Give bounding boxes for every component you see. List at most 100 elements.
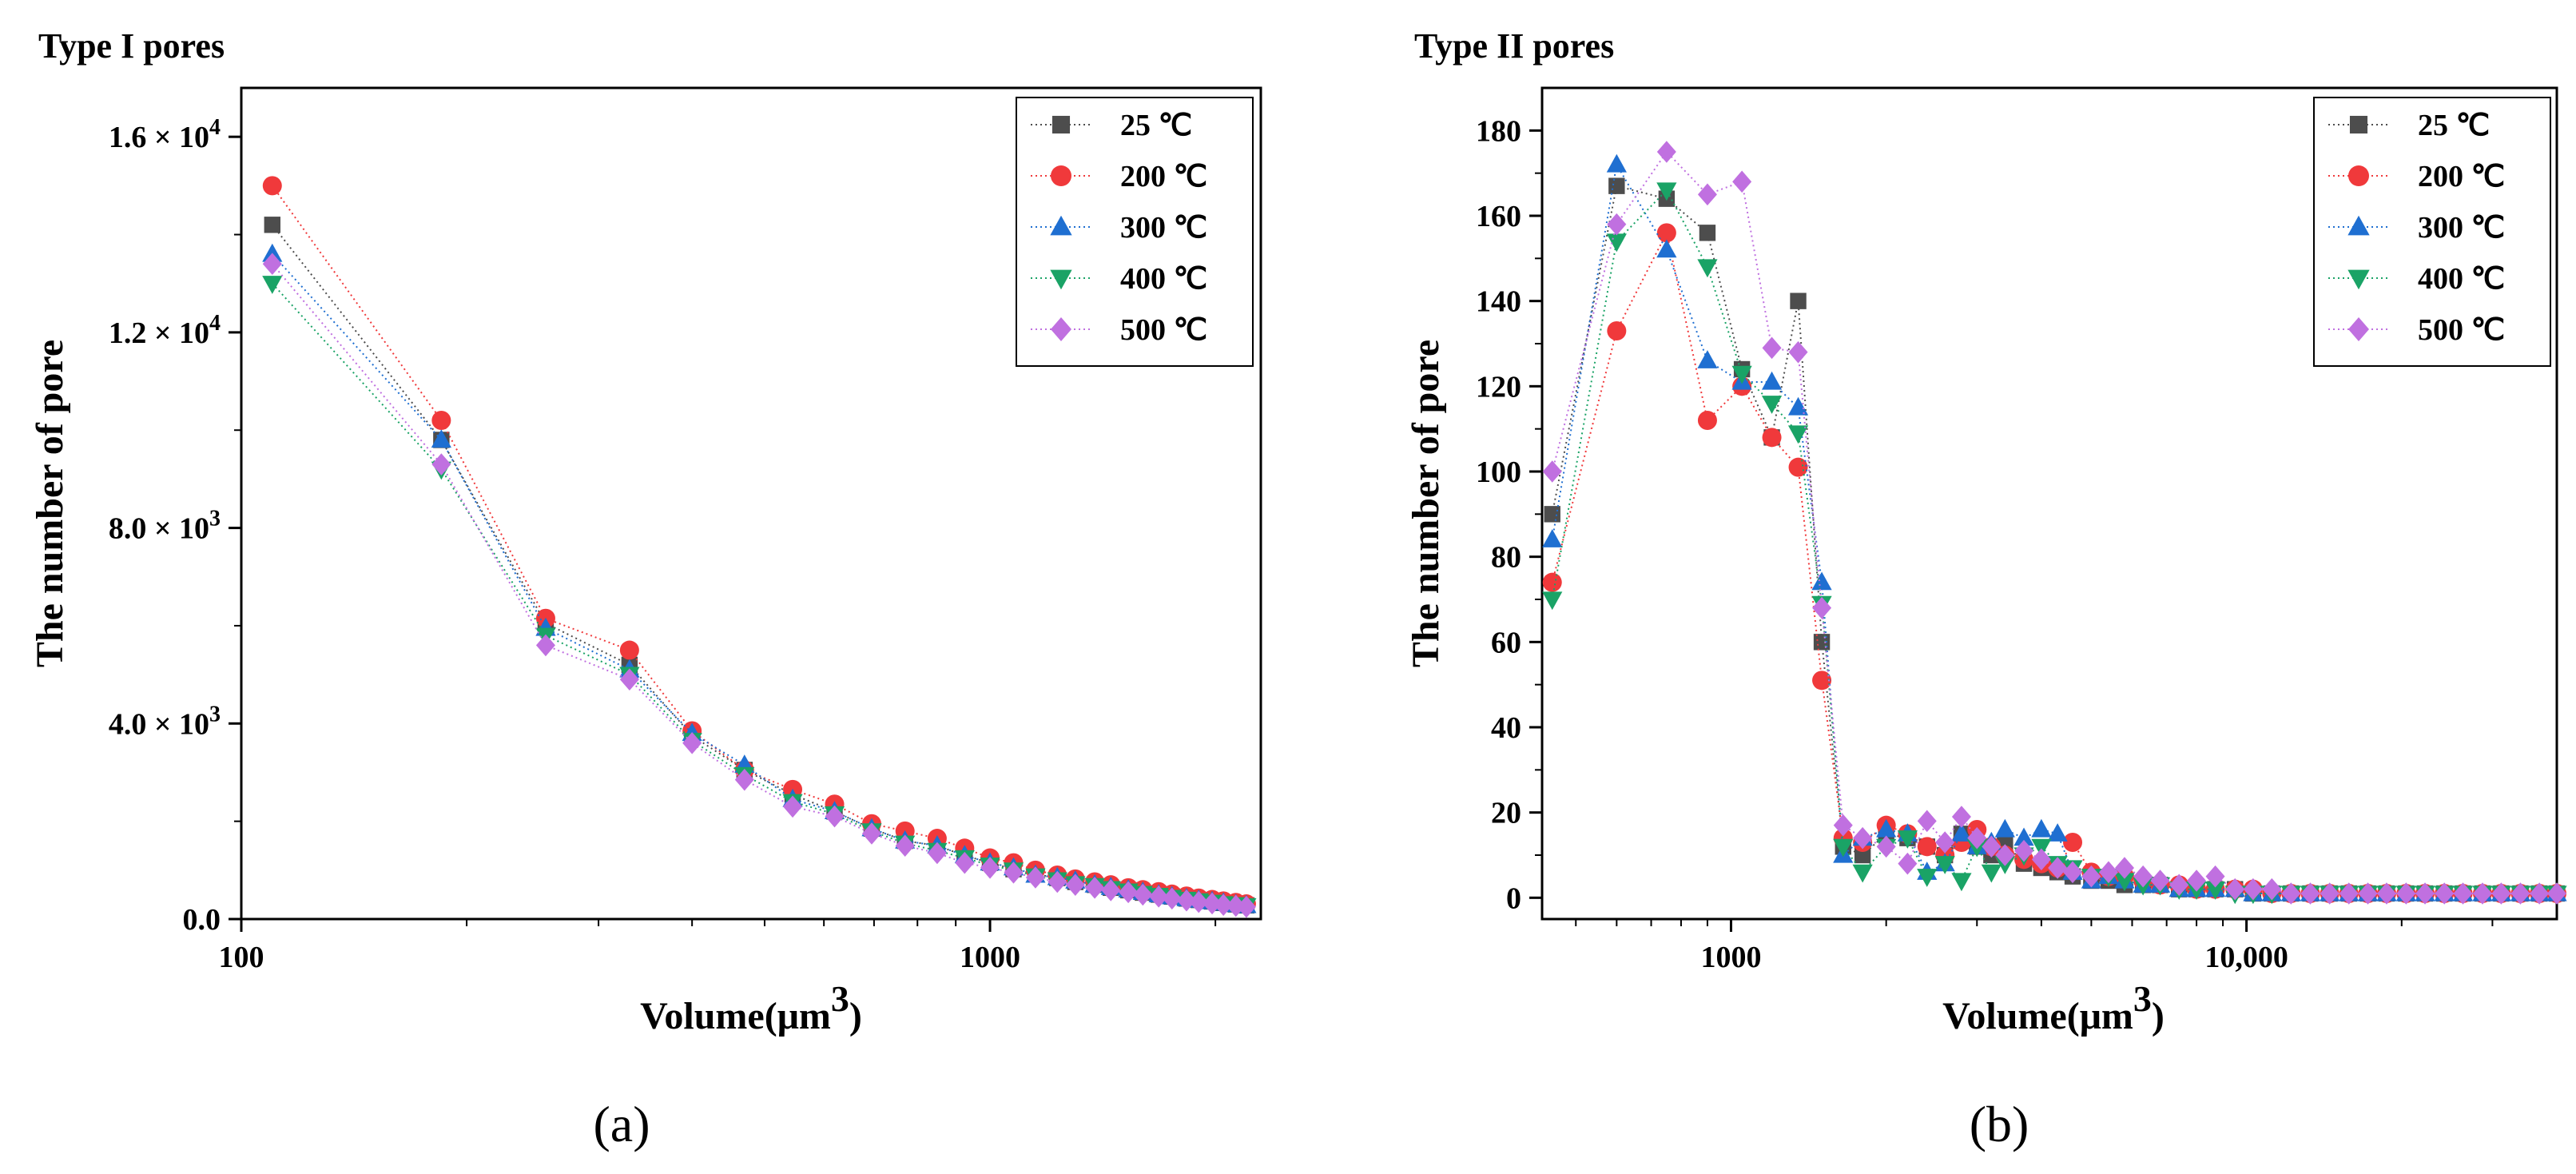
data-point <box>1852 864 1873 883</box>
data-point <box>1981 864 2002 883</box>
data-point <box>2047 823 2068 842</box>
data-point <box>1935 831 1955 854</box>
data-point <box>1162 887 1182 910</box>
data-point <box>431 429 451 448</box>
data-point <box>2358 882 2378 905</box>
series-line <box>272 283 1246 907</box>
axis-ticks-b: 1000 10,000 0 20 40 60 80 100 120 140 160 180 <box>1476 114 2494 974</box>
data-point <box>783 795 803 818</box>
y-tick-label: 1.6 × 104 <box>109 115 221 154</box>
y-tick-label: 180 <box>1476 114 1521 148</box>
data-point <box>2150 870 2170 892</box>
panel-label-b: (b) <box>1970 1096 2029 1152</box>
data-point <box>1699 225 1716 241</box>
data-point <box>2547 882 2566 905</box>
data-point <box>1833 814 1853 837</box>
legend-item: 200 ℃ <box>2328 160 2505 193</box>
legend-marker <box>2347 269 2370 290</box>
data-point <box>1606 153 1627 173</box>
data-point <box>2014 839 2034 862</box>
data-point <box>1876 835 1896 858</box>
data-point <box>1761 396 1783 414</box>
legend-marker <box>1051 165 1071 186</box>
data-point <box>1214 893 1234 917</box>
data-point <box>1697 411 1717 430</box>
legend-marker <box>1051 317 1071 341</box>
data-point <box>1544 506 1560 523</box>
data-point <box>1607 321 1627 340</box>
data-point <box>1790 293 1807 309</box>
data-point <box>262 176 282 196</box>
chart-panel-b: Type II pores 1000 10,0000204060801001201… <box>1405 26 2567 1152</box>
data-point <box>1226 894 1246 917</box>
data-point <box>1917 869 1938 887</box>
data-point <box>1854 846 1871 864</box>
data-point <box>825 805 845 828</box>
data-point <box>535 634 555 657</box>
panel-label-a: (a) <box>593 1096 650 1152</box>
data-point <box>2262 878 2282 901</box>
data-point <box>1982 835 2002 858</box>
x-tick-label: 1000 <box>1700 941 1761 974</box>
data-point <box>2048 857 2068 879</box>
y-tick-label: 120 <box>1476 370 1521 404</box>
chart-title-b: Type II pores <box>1414 26 1614 66</box>
data-point <box>1149 885 1169 908</box>
legend-item: 300 ℃ <box>1031 211 1207 245</box>
data-point <box>1189 890 1209 913</box>
data-point <box>1697 350 1718 368</box>
data-point <box>1967 826 1987 850</box>
data-point <box>861 822 881 845</box>
y-tick-label: 4.0 × 103 <box>109 702 221 741</box>
plot-frame-b <box>1540 86 2558 921</box>
legend-label: 200 ℃ <box>1120 160 1207 193</box>
data-point <box>1897 830 1918 849</box>
data-point <box>2114 873 2135 892</box>
legend-label: 500 ℃ <box>2418 313 2505 347</box>
legend-label: 400 ℃ <box>1120 262 1207 296</box>
data-point <box>2169 874 2189 897</box>
x-tick-label: 1000 <box>960 941 1020 974</box>
data-point <box>2510 882 2530 905</box>
legend-item: 400 ℃ <box>2328 262 2505 296</box>
legend-marker <box>1050 215 1072 236</box>
data-point <box>2114 857 2134 879</box>
data-point <box>1732 170 1752 193</box>
axis-ticks-a: 100 1000 0.0 4.0 × 103 8.0 × 103 1.2 × 104 1.6… <box>109 115 1217 974</box>
data-point <box>1606 233 1627 253</box>
y-axis-label-b: The number of pore <box>1405 340 1447 667</box>
data-point <box>2339 882 2359 905</box>
y-tick-label: 1.2 × 104 <box>109 311 221 350</box>
data-point <box>1788 340 1808 364</box>
data-point <box>1853 826 1873 850</box>
legend-label: 500 ℃ <box>1120 313 1207 347</box>
data-point <box>2031 848 2051 871</box>
data-point <box>1812 596 1832 619</box>
data-point <box>2530 882 2550 905</box>
legend-marker <box>2347 215 2370 236</box>
data-point <box>1608 177 1625 194</box>
data-point <box>2472 882 2492 905</box>
legend-item: 400 ℃ <box>1031 262 1207 296</box>
data-point <box>1898 852 1918 875</box>
data-point <box>262 243 283 262</box>
data-point <box>734 768 754 791</box>
data-point <box>619 640 639 660</box>
data-point <box>2300 882 2320 905</box>
legend-item: 200 ℃ <box>1031 160 1207 193</box>
data-point <box>1951 873 1972 892</box>
legend-item: 300 ℃ <box>2328 211 2505 245</box>
data-point <box>1833 838 1854 858</box>
data-point <box>682 731 702 754</box>
x-axis-label-b: Volume(μm3) <box>1942 978 2165 1037</box>
legend-b: 25 ℃ 200 ℃ 300 ℃ 400 ℃ 500 ℃ <box>2313 97 2551 367</box>
data-point <box>1119 881 1139 904</box>
legend-label: 300 ℃ <box>1120 211 1207 245</box>
y-axis-label-a: The number of pore <box>29 340 71 667</box>
data-point <box>2205 865 2225 888</box>
data-point <box>2081 865 2101 888</box>
data-point <box>1133 883 1153 906</box>
data-point <box>1762 428 1782 448</box>
data-point <box>1995 844 2015 866</box>
